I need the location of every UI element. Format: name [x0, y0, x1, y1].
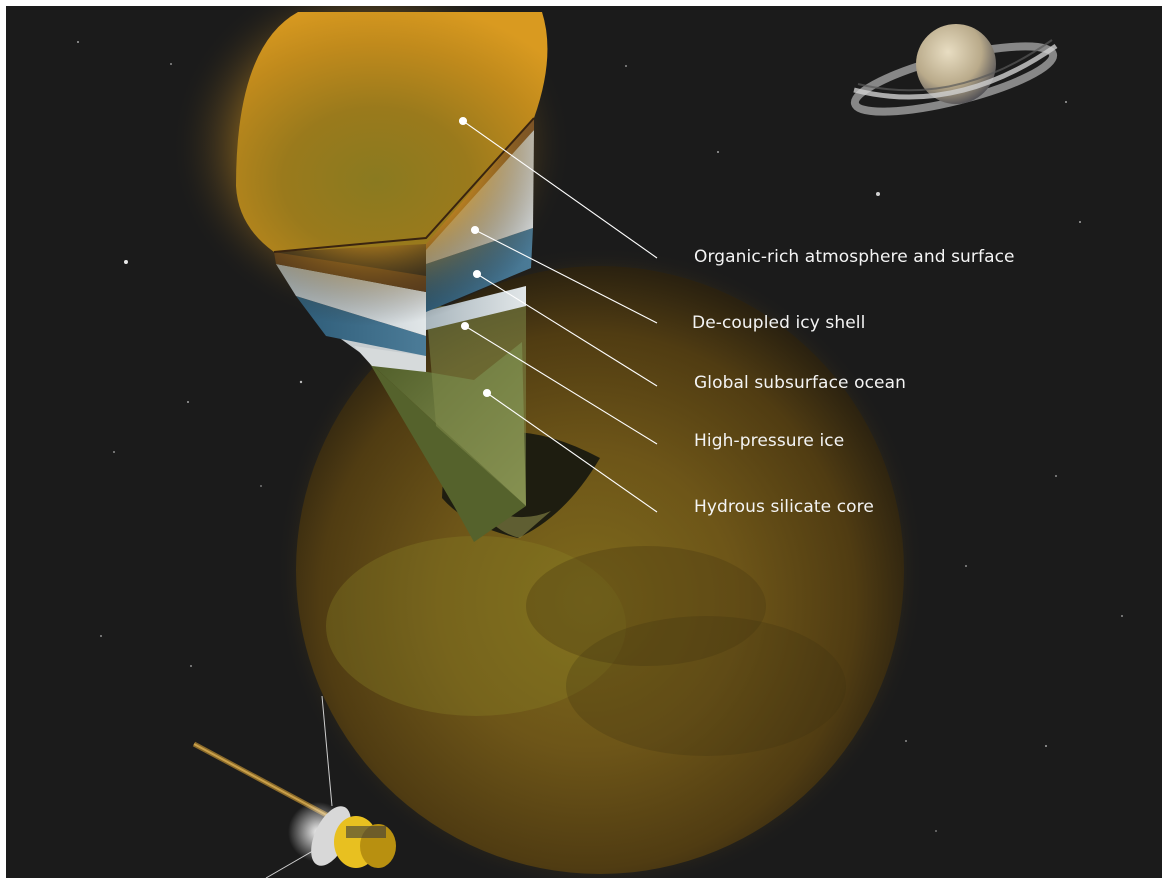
leader-line-atmosphere	[462, 120, 658, 259]
layer-label-hp-ice: High-pressure ice	[694, 431, 845, 451]
layer-label-core: Hydrous silicate core	[694, 497, 874, 517]
leader-dot-core	[482, 388, 492, 398]
leader-dot-icy-shell	[470, 225, 480, 235]
layer-label-icy-shell: De-coupled icy shell	[692, 313, 866, 333]
leader-line-hp-ice	[464, 325, 658, 445]
layer-label-ocean: Global subsurface ocean	[694, 373, 906, 393]
leader-line-icy-shell	[474, 229, 658, 324]
cassini-spacecraft-icon	[192, 695, 396, 878]
layer-label-atmosphere: Organic-rich atmosphere and surface	[694, 247, 1015, 267]
leader-line-ocean	[476, 273, 658, 387]
leader-dot-ocean	[472, 269, 482, 279]
atmosphere-cap	[171, 6, 571, 326]
leader-lines	[458, 116, 658, 513]
leader-dot-hp-ice	[460, 321, 470, 331]
starfield	[77, 41, 1123, 832]
titan-interior-illustration: Organic-rich atmosphere and surface De-c…	[6, 6, 1162, 878]
saturn-icon	[850, 24, 1058, 116]
leader-dot-atmosphere	[458, 116, 468, 126]
diagram-canvas	[77, 6, 1123, 878]
leader-line-core	[486, 392, 658, 513]
